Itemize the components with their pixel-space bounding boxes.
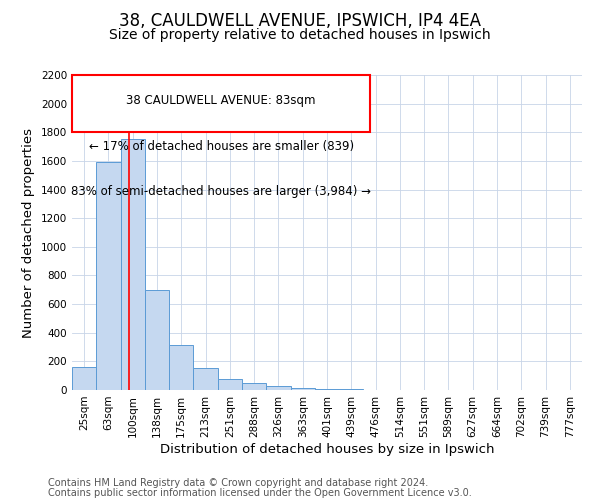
- Y-axis label: Number of detached properties: Number of detached properties: [22, 128, 35, 338]
- Bar: [145, 290, 169, 390]
- Text: Contains public sector information licensed under the Open Government Licence v3: Contains public sector information licen…: [48, 488, 472, 498]
- Bar: [290, 388, 315, 390]
- Bar: [315, 388, 339, 390]
- Bar: [121, 140, 145, 390]
- Bar: [169, 345, 193, 390]
- Bar: [96, 162, 121, 390]
- Bar: [242, 383, 266, 390]
- Bar: [72, 367, 96, 390]
- Text: 38, CAULDWELL AVENUE, IPSWICH, IP4 4EA: 38, CAULDWELL AVENUE, IPSWICH, IP4 4EA: [119, 12, 481, 30]
- Bar: [193, 368, 218, 390]
- Bar: [218, 378, 242, 390]
- X-axis label: Distribution of detached houses by size in Ipswich: Distribution of detached houses by size …: [160, 442, 494, 456]
- Text: Size of property relative to detached houses in Ipswich: Size of property relative to detached ho…: [109, 28, 491, 42]
- Text: ← 17% of detached houses are smaller (839): ← 17% of detached houses are smaller (83…: [89, 140, 354, 152]
- Text: 83% of semi-detached houses are larger (3,984) →: 83% of semi-detached houses are larger (…: [71, 186, 371, 198]
- Text: Contains HM Land Registry data © Crown copyright and database right 2024.: Contains HM Land Registry data © Crown c…: [48, 478, 428, 488]
- Text: 38 CAULDWELL AVENUE: 83sqm: 38 CAULDWELL AVENUE: 83sqm: [127, 94, 316, 107]
- Bar: [266, 386, 290, 390]
- FancyBboxPatch shape: [72, 75, 370, 132]
